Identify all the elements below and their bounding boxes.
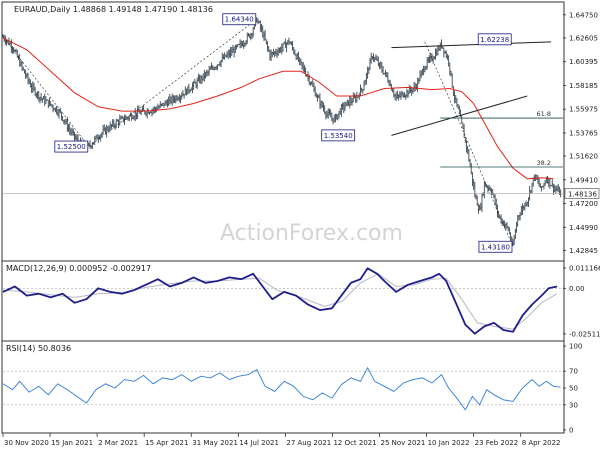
trendline: [391, 41, 552, 49]
current-price-label: 1.48136: [568, 190, 597, 198]
x-axis-tick-label: 30 Nov 2020: [4, 439, 49, 447]
fib-level-label: 61.8: [537, 110, 551, 118]
rsi-axis-tick-label: 0: [569, 427, 573, 435]
trendline: [88, 18, 257, 147]
level-label-box: [477, 33, 512, 46]
rsi-panel-frame: [1, 340, 565, 434]
rsi-layer: [2, 366, 563, 411]
level-label-box: [222, 13, 257, 26]
price-axis-tick-label: 1.53765: [569, 129, 598, 137]
price-axis-tick-label: 1.42845: [569, 247, 598, 255]
x-axis-tick-label: 27 Aug 2021: [286, 439, 331, 447]
rsi-axis-tick-label: 50: [569, 385, 578, 393]
level-label: 1.62238: [480, 36, 509, 44]
trendline: [424, 41, 514, 247]
x-axis-tick-label: 2 Mar 2021: [98, 439, 138, 447]
macd-axis-tick-label: -0.025117: [569, 330, 600, 338]
x-axis-tick-label: 31 May 2021: [192, 439, 238, 447]
rsi-line: [2, 366, 561, 411]
price-axis-tick-label: 1.55975: [569, 106, 598, 114]
axis-layer: 1.64750 1.62605 1.60395 1.58185 1.55975 1.537…: [2, 11, 600, 447]
x-axis-tick-label: 15 Jan 2021: [51, 439, 93, 447]
macd-axis-tick-label: 0.00: [569, 285, 585, 293]
x-axis-tick-label: 12 Oct 2021: [333, 439, 376, 447]
watermark: ActionForex.com: [220, 221, 403, 246]
price-axis-tick-label: 1.47200: [569, 200, 598, 208]
trendline: [2, 36, 90, 147]
level-label: 1.53540: [324, 132, 353, 140]
current-price-tag: [564, 188, 600, 199]
rsi-axis-tick-label: 70: [569, 368, 578, 376]
x-axis-tick-label: 15 Apr 2021: [145, 439, 188, 447]
price-layer: 61.8 38.2 1.64340 1.62238 1.52500 1.53540 1.43…: [2, 13, 563, 253]
trendline: [391, 95, 528, 136]
rsi-axis-tick-label: 30: [569, 401, 578, 409]
price-axis-tick-label: 1.62605: [569, 34, 598, 42]
x-axis-tick-label: 14 Jul 2021: [239, 439, 279, 447]
x-axis-tick-label: 10 Jan 2022: [428, 439, 470, 447]
moving-average-line: [2, 37, 554, 180]
macd-signal-line: [2, 273, 558, 330]
price-panel-title: EURAUD,Daily 1.48868 1.49148 1.47190 1.4…: [14, 5, 213, 14]
rsi-axis-tick-label: 100: [569, 343, 582, 351]
price-axis-tick-label: 1.49410: [569, 176, 598, 184]
macd-line: [2, 267, 558, 335]
price-axis-tick-label: 1.60395: [569, 58, 598, 66]
fib-level-label: 38.2: [537, 159, 551, 167]
x-axis-tick-label: 25 Nov 2021: [381, 439, 426, 447]
level-label: 1.43180: [481, 243, 510, 251]
level-label-box: [478, 240, 513, 253]
level-label-box: [54, 140, 89, 153]
level-label: 1.64340: [225, 16, 254, 24]
level-label-box: [321, 129, 356, 142]
price-axis-tick-label: 1.44990: [569, 224, 598, 232]
x-axis-tick-label: 8 Apr 2022: [522, 439, 561, 447]
rsi-panel-title: RSI(14) 50.8036: [6, 344, 71, 353]
macd-panel-title: MACD(12,26,9) 0.000952 -0.002917: [6, 264, 151, 273]
price-axis-tick-label: 1.58185: [569, 82, 598, 90]
price-axis-tick-label: 1.51620: [569, 153, 598, 161]
price-axis-tick-label: 1.64750: [569, 11, 598, 19]
macd-axis-tick-label: 0.011166: [569, 265, 600, 273]
x-axis-tick-label: 23 Feb 2022: [475, 439, 519, 447]
level-label: 1.52500: [57, 143, 86, 151]
macd-layer: [2, 267, 563, 335]
